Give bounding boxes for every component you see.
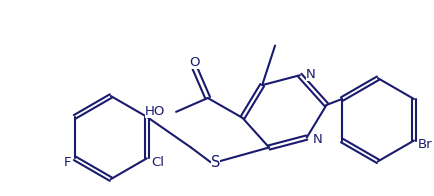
Text: N: N	[306, 68, 316, 81]
Text: S: S	[211, 155, 220, 170]
Text: O: O	[190, 56, 200, 69]
Text: N: N	[312, 133, 322, 146]
Text: Cl: Cl	[151, 156, 164, 169]
Text: Br: Br	[418, 138, 433, 151]
Text: F: F	[63, 156, 71, 169]
Text: HO: HO	[145, 105, 165, 118]
